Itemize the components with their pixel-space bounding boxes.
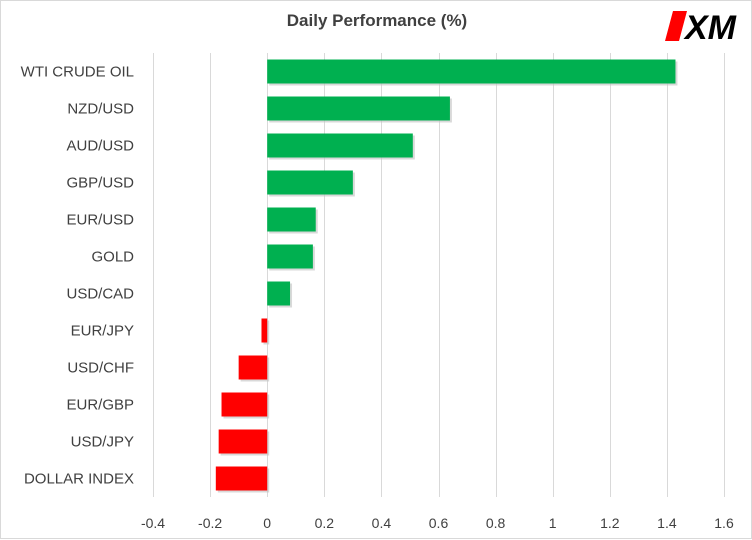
x-tick-label: 0.8	[486, 515, 506, 531]
bar	[221, 392, 268, 417]
x-tick-label: -0.2	[198, 515, 222, 531]
bar	[267, 170, 353, 195]
category-label: EUR/JPY	[71, 323, 134, 340]
bar	[267, 207, 316, 232]
bar	[267, 96, 450, 121]
svg-text:XM: XM	[683, 9, 737, 47]
x-tick-label: 1.6	[714, 515, 734, 531]
bar	[238, 355, 268, 380]
category-label: USD/CAD	[66, 286, 134, 303]
x-tick-label: 1	[549, 515, 557, 531]
category-label: USD/JPY	[71, 434, 134, 451]
category-label: GOLD	[91, 249, 134, 266]
bar	[218, 429, 268, 454]
x-tick-label: 0	[263, 515, 271, 531]
category-label: USD/CHF	[67, 360, 134, 377]
x-tick-label: 1.4	[657, 515, 677, 531]
category-label: EUR/USD	[66, 212, 134, 229]
x-tick-label: 0.4	[372, 515, 392, 531]
category-label: NZD/USD	[67, 101, 134, 118]
bar	[267, 281, 291, 306]
category-label: WTI CRUDE OIL	[21, 64, 134, 81]
xm-logo: XM	[665, 9, 737, 47]
bar	[215, 466, 268, 491]
x-tick-label: 0.6	[429, 515, 449, 531]
bar	[267, 59, 676, 84]
x-tick-label: -0.4	[141, 515, 165, 531]
category-label: GBP/USD	[66, 175, 134, 192]
x-tick-label: 1.2	[600, 515, 620, 531]
bar	[267, 133, 413, 158]
category-label: EUR/GBP	[66, 397, 134, 414]
chart-title: Daily Performance (%)	[286, 11, 468, 30]
bar	[267, 244, 313, 269]
x-tick-label: 0.2	[315, 515, 335, 531]
category-label: AUD/USD	[66, 138, 134, 155]
bar	[261, 318, 268, 343]
category-label: DOLLAR INDEX	[24, 471, 134, 488]
